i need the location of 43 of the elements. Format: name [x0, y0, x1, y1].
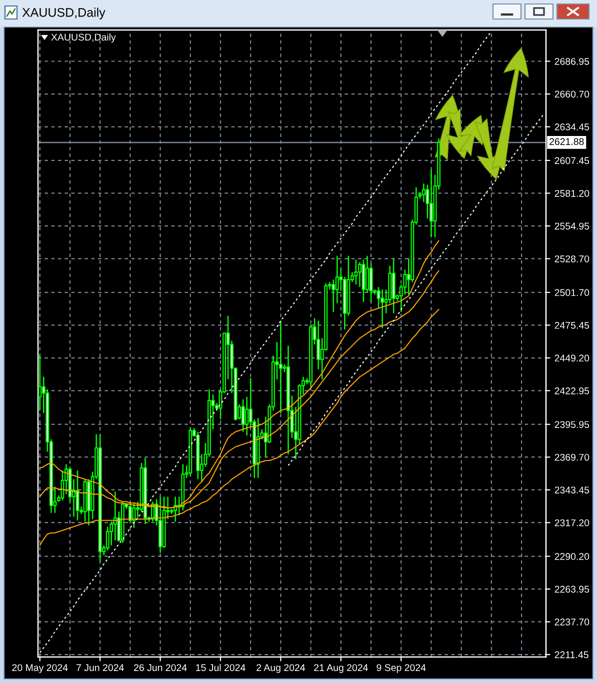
y-tick-label: 2317.20 — [554, 519, 590, 526]
candlestick — [430, 169, 433, 238]
candlestick — [422, 182, 426, 203]
y-tick-label: 2581.20 — [554, 190, 590, 197]
candlestick — [241, 398, 245, 432]
candlestick — [132, 502, 136, 528]
y-tick-label: 2290.20 — [554, 553, 590, 560]
y-tick-label: 2686.95 — [554, 58, 590, 65]
candlestick — [38, 354, 42, 412]
x-tick-label: 2 Aug 2024 — [256, 664, 306, 674]
y-tick-label: 2395.95 — [554, 421, 590, 428]
y-tick-label: 2369.70 — [554, 454, 590, 461]
y-tick-label: 2343.45 — [554, 486, 590, 494]
y-tick-label: 2528.70 — [554, 255, 590, 262]
y-tick-label: 2475.45 — [554, 322, 590, 329]
y-tick-label: 2554.95 — [554, 222, 590, 230]
x-tick-label: 9 Sep 2024 — [376, 664, 426, 674]
y-tick-label: 2501.70 — [554, 289, 590, 296]
chart-subtitle: XAUUSD,Daily — [51, 33, 116, 43]
candlestick — [380, 288, 384, 329]
x-tick-label: 15 Jul 2024 — [196, 664, 246, 672]
x-tick-label: 21 Aug 2024 — [314, 664, 368, 674]
y-tick-label: 2634.45 — [554, 124, 590, 130]
candlestick — [278, 321, 282, 414]
x-tick-label: 20 May 2024 — [12, 664, 68, 674]
line-series — [39, 308, 440, 546]
y-tick-label: 2449.20 — [554, 354, 590, 362]
candlestick — [354, 258, 358, 286]
line-series — [39, 30, 492, 654]
y-tick-label: 2422.95 — [554, 387, 590, 394]
x-tick-label: 26 Jun 2024 — [134, 664, 187, 672]
candlestick — [358, 261, 362, 288]
y-tick-label: 2660.70 — [554, 90, 590, 98]
x-tick-label: 7 Jun 2024 — [76, 664, 124, 672]
y-tick-label: 2211.45 — [554, 651, 588, 658]
y-tick-label: 2263.95 — [554, 586, 590, 593]
y-tick-label: 2237.70 — [554, 618, 590, 626]
chart-title: XAUUSD,Daily — [22, 8, 106, 20]
candlestick — [332, 278, 336, 313]
candlestick — [366, 255, 369, 293]
y-tick-label: 2607.45 — [554, 157, 590, 164]
ref-line-label: 2621.88 — [550, 138, 584, 146]
line-series — [288, 113, 545, 466]
